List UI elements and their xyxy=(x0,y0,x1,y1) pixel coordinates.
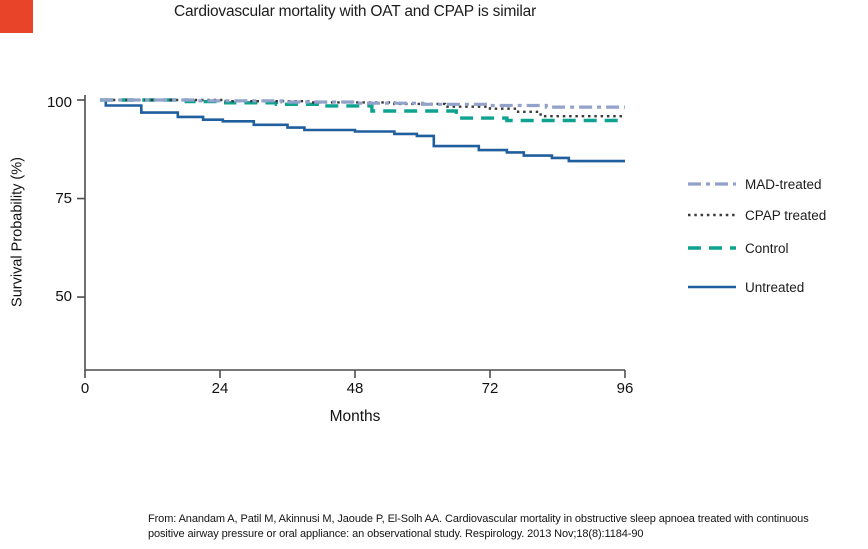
legend-item-untreated: Untreated xyxy=(688,279,804,295)
x-tick-72: 72 xyxy=(481,380,499,397)
y-tick-75: 75 xyxy=(55,190,72,207)
citation-line-2: positive airway pressure or oral applian… xyxy=(148,528,644,540)
survival-curve-plot xyxy=(77,95,627,378)
control-curve xyxy=(100,98,625,123)
legend-item-mad: MAD-treated xyxy=(688,176,822,192)
legend-label-cpap: CPAP treated xyxy=(745,207,827,223)
x-axis-title: Months xyxy=(329,408,381,425)
legend-label-untreated: Untreated xyxy=(745,279,805,295)
legend-label-control: Control xyxy=(745,240,789,256)
x-tick-0: 0 xyxy=(80,380,90,397)
cpap-line-swatch-icon xyxy=(688,213,736,217)
y-axis-title: Survival Probability (%) xyxy=(9,157,26,307)
y-tick-100: 100 xyxy=(46,94,72,111)
source-citation: From: Anandam A, Patil M, Akinnusi M, Ja… xyxy=(148,512,864,542)
untreated-curve xyxy=(100,98,625,163)
legend-label-mad: MAD-treated xyxy=(745,176,822,192)
x-tick-24: 24 xyxy=(211,380,229,397)
legend-item-control: Control xyxy=(688,240,789,256)
x-tick-96: 96 xyxy=(616,380,634,397)
mad-line-swatch-icon xyxy=(688,182,736,186)
red-corner-mark xyxy=(0,0,33,33)
untreated-line-swatch-icon xyxy=(688,285,736,289)
control-line-swatch-icon xyxy=(688,246,736,250)
x-tick-48: 48 xyxy=(346,380,364,397)
y-tick-50: 50 xyxy=(55,288,72,305)
mad-treated-curve xyxy=(100,98,625,109)
chart-title: Cardiovascular mortality with OAT and CP… xyxy=(173,3,537,20)
legend-item-cpap: CPAP treated xyxy=(688,207,826,223)
axes xyxy=(84,95,625,371)
citation-line-1: From: Anandam A, Patil M, Akinnusi M, Ja… xyxy=(148,513,809,525)
